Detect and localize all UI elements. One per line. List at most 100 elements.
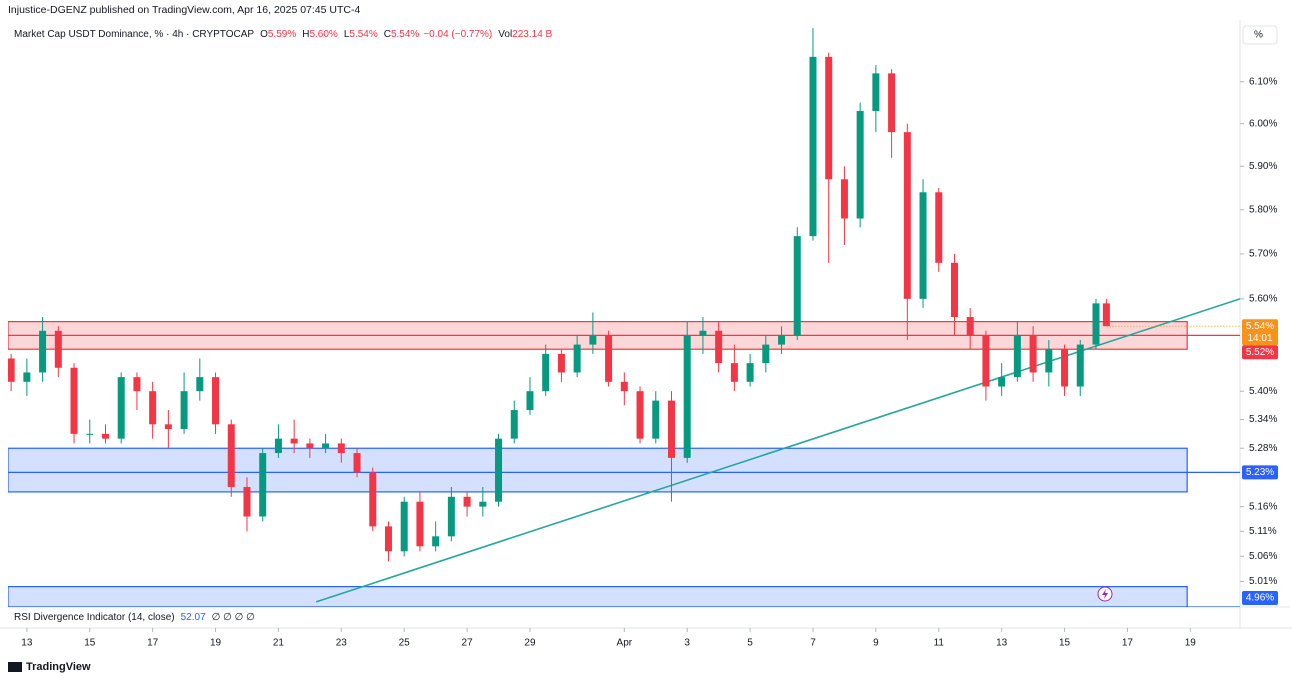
publisher: Injustice-DGENZ published on TradingView…	[8, 4, 360, 16]
candle-body	[683, 335, 691, 458]
candle-body	[620, 381, 628, 392]
brand: TradingView	[26, 661, 91, 673]
candle-body	[888, 73, 896, 133]
candle-body	[809, 56, 817, 237]
candle-body	[274, 438, 282, 454]
x-tick-label: 19	[210, 638, 222, 649]
candle-body	[39, 330, 47, 373]
candle-body	[510, 410, 518, 439]
candle-body	[337, 443, 345, 454]
x-tick-label: 11	[934, 638, 945, 649]
x-tick-label: 13	[21, 638, 33, 649]
candle-body	[164, 424, 172, 430]
candle-body	[23, 372, 31, 382]
ohlc-key: O	[260, 29, 268, 40]
ohlc-value: 5.59%	[268, 29, 296, 40]
candle-body	[306, 443, 314, 449]
candle-body	[322, 443, 330, 449]
candle-body	[243, 487, 251, 517]
scale-button-label[interactable]: %	[1254, 30, 1263, 41]
x-tick-label: 23	[336, 638, 348, 649]
candle-body	[1092, 303, 1100, 345]
scale-button[interactable]	[1242, 25, 1278, 45]
candle-body	[8, 358, 15, 382]
candle-body	[636, 391, 644, 439]
candle-body	[793, 236, 801, 336]
ohlc-key: Vol	[498, 29, 512, 40]
x-tick-label: 21	[273, 638, 285, 649]
candle-body	[526, 391, 534, 411]
candle-body	[699, 330, 707, 336]
candle-body	[746, 363, 754, 382]
candle-body	[212, 377, 220, 425]
price-label: 5.52%	[1246, 347, 1274, 358]
x-tick-label: 13	[996, 638, 1008, 649]
x-tick-label: 7	[810, 638, 816, 649]
ohlc-value: 5.54%	[349, 29, 377, 40]
candle-body	[557, 353, 565, 373]
candle-body	[605, 335, 613, 382]
candle-body	[982, 335, 990, 387]
candle-body	[667, 400, 675, 458]
y-tick-label: 5.11%	[1249, 526, 1277, 537]
candle-body	[950, 262, 958, 318]
x-tick-label: 17	[147, 638, 159, 649]
candle-body	[54, 330, 62, 368]
candle-body	[432, 536, 440, 547]
candle-body	[463, 496, 471, 507]
y-tick-label: 5.06%	[1249, 551, 1277, 562]
x-tick-label: 9	[873, 638, 879, 649]
x-tick-label: 25	[399, 638, 411, 649]
y-tick-label: 6.10%	[1249, 76, 1277, 87]
y-tick-label: 5.28%	[1249, 443, 1277, 454]
y-tick-label: 5.80%	[1249, 204, 1277, 215]
candle-body	[180, 391, 188, 430]
candle-body	[133, 377, 141, 392]
price-label: 5.54%	[1246, 321, 1274, 332]
candle-body	[149, 391, 157, 425]
y-tick-label: 5.34%	[1249, 414, 1277, 425]
candle-body	[1102, 303, 1110, 327]
ohlc-key: L	[344, 29, 350, 40]
candle-body	[416, 501, 424, 547]
ohlc-legend: Market Cap USDT Dominance, % · 4h · CRYP…	[14, 29, 553, 40]
candle-body	[1013, 335, 1021, 378]
candle-body	[479, 501, 487, 507]
y-tick-label: 5.40%	[1249, 386, 1277, 397]
price-label-box	[1242, 345, 1278, 360]
x-tick-label: Apr	[617, 638, 633, 649]
candle-body	[1045, 349, 1053, 373]
ohlc-key: C	[384, 29, 391, 40]
candle-body	[573, 344, 581, 373]
candle-body	[117, 377, 125, 439]
candle-body	[935, 192, 943, 263]
candle-body	[447, 496, 455, 537]
candle-body	[290, 438, 298, 444]
candle-body	[353, 453, 361, 473]
candle-body	[400, 501, 408, 552]
ohlc-value: 5.54%	[391, 29, 419, 40]
brand-logo	[8, 662, 22, 672]
ohlc-key: H	[302, 29, 309, 40]
candle-body	[542, 353, 550, 392]
candle-body	[196, 377, 204, 392]
candle-body	[1076, 344, 1084, 387]
candle-body	[227, 424, 235, 488]
price-label-box	[1242, 591, 1278, 605]
candle-body	[840, 179, 848, 219]
alert-icon-bolt	[1102, 589, 1108, 599]
y-tick-label: 5.01%	[1249, 576, 1277, 587]
candle-body	[86, 433, 94, 435]
indicator-value: 52.07	[181, 612, 206, 623]
x-tick-label: 5	[747, 638, 753, 649]
price-label: 4.96%	[1246, 593, 1274, 604]
x-tick-label: 15	[84, 638, 96, 649]
candle-body	[384, 526, 392, 552]
candle-body	[872, 73, 880, 111]
ohlc-value: 5.60%	[309, 29, 337, 40]
y-tick-label: 6.00%	[1249, 118, 1277, 129]
indicator-flags: ∅ ∅ ∅ ∅	[212, 612, 255, 623]
candle-body	[825, 56, 833, 180]
y-tick-label: 5.70%	[1249, 249, 1277, 260]
